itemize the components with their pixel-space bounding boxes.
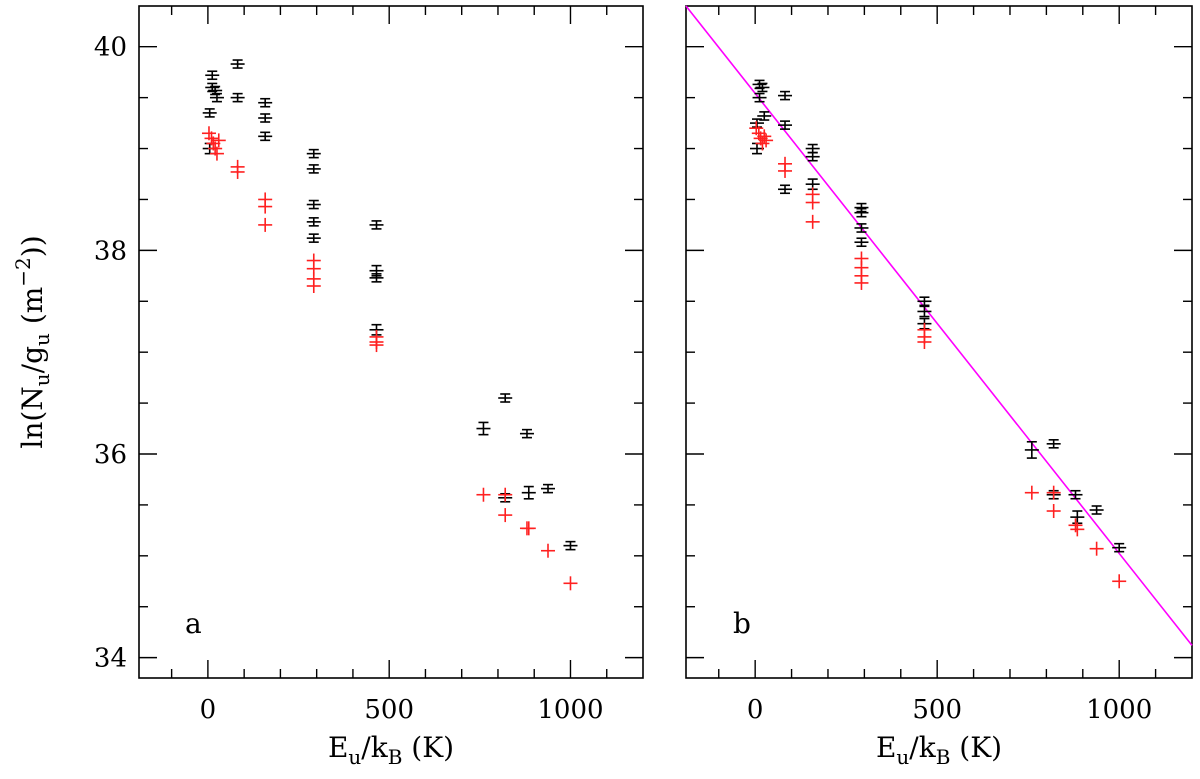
black-data-point — [230, 92, 245, 103]
panel-a-tick-labels: 0 500 1000 34 36 38 40 — [94, 33, 604, 725]
black-data-point — [258, 97, 273, 108]
black-data-point — [306, 233, 321, 243]
y-tick-label: 40 — [94, 33, 127, 63]
red-data-point — [1112, 574, 1127, 589]
panel-a-label: a — [185, 607, 202, 640]
panel-b: 0 500 1000 b — [685, 5, 1193, 725]
x-tick-label: 500 — [364, 695, 414, 725]
black-data-point — [805, 151, 820, 162]
black-data-point — [917, 305, 932, 318]
red-data-point — [369, 338, 384, 353]
panel-b-points — [749, 79, 1127, 589]
red-data-point — [230, 164, 245, 179]
red-data-point — [854, 275, 869, 290]
red-data-point — [805, 214, 820, 229]
red-data-point — [1070, 522, 1085, 537]
y-tick-label: 38 — [94, 236, 127, 266]
red-data-point — [1089, 541, 1104, 556]
black-data-point — [1046, 439, 1061, 449]
black-data-point — [205, 70, 220, 81]
black-data-point — [563, 540, 578, 551]
black-data-point — [1068, 489, 1083, 500]
red-data-point — [498, 487, 513, 502]
black-data-point — [1112, 542, 1127, 553]
x-tick-label: 1000 — [537, 695, 603, 725]
panel-a: 0 500 1000 34 36 38 40 a — [94, 5, 644, 725]
red-data-point — [476, 487, 491, 502]
red-data-point — [209, 146, 224, 161]
black-data-point — [306, 164, 321, 174]
panel-b-label: b — [733, 607, 751, 640]
x-axis-title-a: Eu/kB (K) — [328, 731, 454, 769]
panel-b-ticks — [686, 6, 1192, 678]
black-data-point — [854, 223, 869, 233]
x-tick-label: 1000 — [1086, 695, 1152, 725]
black-data-point — [778, 90, 793, 101]
red-data-point — [1046, 504, 1061, 519]
red-data-point — [1068, 518, 1083, 533]
black-data-point — [917, 296, 932, 307]
red-data-point — [759, 133, 774, 148]
black-data-point — [519, 428, 534, 439]
red-data-point — [541, 543, 556, 558]
black-data-point — [369, 273, 384, 283]
black-data-point — [205, 82, 220, 93]
red-data-point — [211, 133, 226, 148]
black-data-point — [854, 207, 869, 218]
red-data-point — [1046, 485, 1061, 500]
red-data-point — [306, 279, 321, 293]
black-data-point — [202, 108, 217, 118]
black-data-point — [778, 120, 793, 130]
black-data-point — [757, 111, 772, 121]
black-data-point — [369, 220, 384, 230]
black-data-point — [755, 82, 770, 93]
red-data-point — [258, 217, 273, 232]
red-data-point — [521, 521, 536, 536]
red-data-point — [917, 335, 932, 349]
red-data-point — [755, 136, 770, 151]
panel-a-points — [201, 59, 578, 591]
red-data-point — [563, 576, 578, 591]
red-data-point — [778, 163, 793, 178]
y-tick-label: 34 — [94, 644, 127, 674]
y-axis-title: ln(Nu/gu (m−2)) — [11, 235, 54, 448]
panel-a-ticks — [139, 6, 643, 678]
black-data-point — [306, 148, 321, 159]
x-axis-title-b: Eu/kB (K) — [876, 731, 1002, 769]
red-data-point — [1024, 485, 1039, 500]
panel-a-frame — [138, 5, 644, 679]
panel-b-frame — [685, 5, 1193, 679]
panel-b-tick-labels: 0 500 1000 — [747, 695, 1152, 725]
black-data-point — [476, 421, 491, 436]
red-data-point — [805, 195, 820, 210]
black-data-point — [258, 113, 273, 123]
black-data-point — [805, 143, 820, 154]
black-data-point — [854, 237, 869, 248]
x-tick-label: 0 — [200, 695, 217, 725]
x-tick-label: 500 — [912, 695, 962, 725]
black-data-point — [306, 199, 321, 210]
black-data-point — [306, 217, 321, 227]
black-data-point — [541, 483, 556, 494]
black-data-point — [778, 184, 793, 195]
black-data-point — [258, 131, 273, 142]
x-tick-label: 0 — [747, 695, 764, 725]
panel-b-fit-line — [685, 5, 1193, 646]
black-data-point — [498, 393, 513, 403]
y-tick-label: 36 — [94, 440, 127, 470]
black-data-point — [1070, 510, 1085, 525]
black-data-point — [209, 92, 224, 103]
black-data-point — [1024, 440, 1039, 459]
black-data-point — [521, 485, 536, 500]
black-data-point — [752, 92, 767, 103]
black-data-point — [1089, 505, 1104, 515]
red-data-point — [258, 199, 273, 214]
black-data-point — [230, 59, 245, 69]
red-data-point — [498, 508, 513, 523]
